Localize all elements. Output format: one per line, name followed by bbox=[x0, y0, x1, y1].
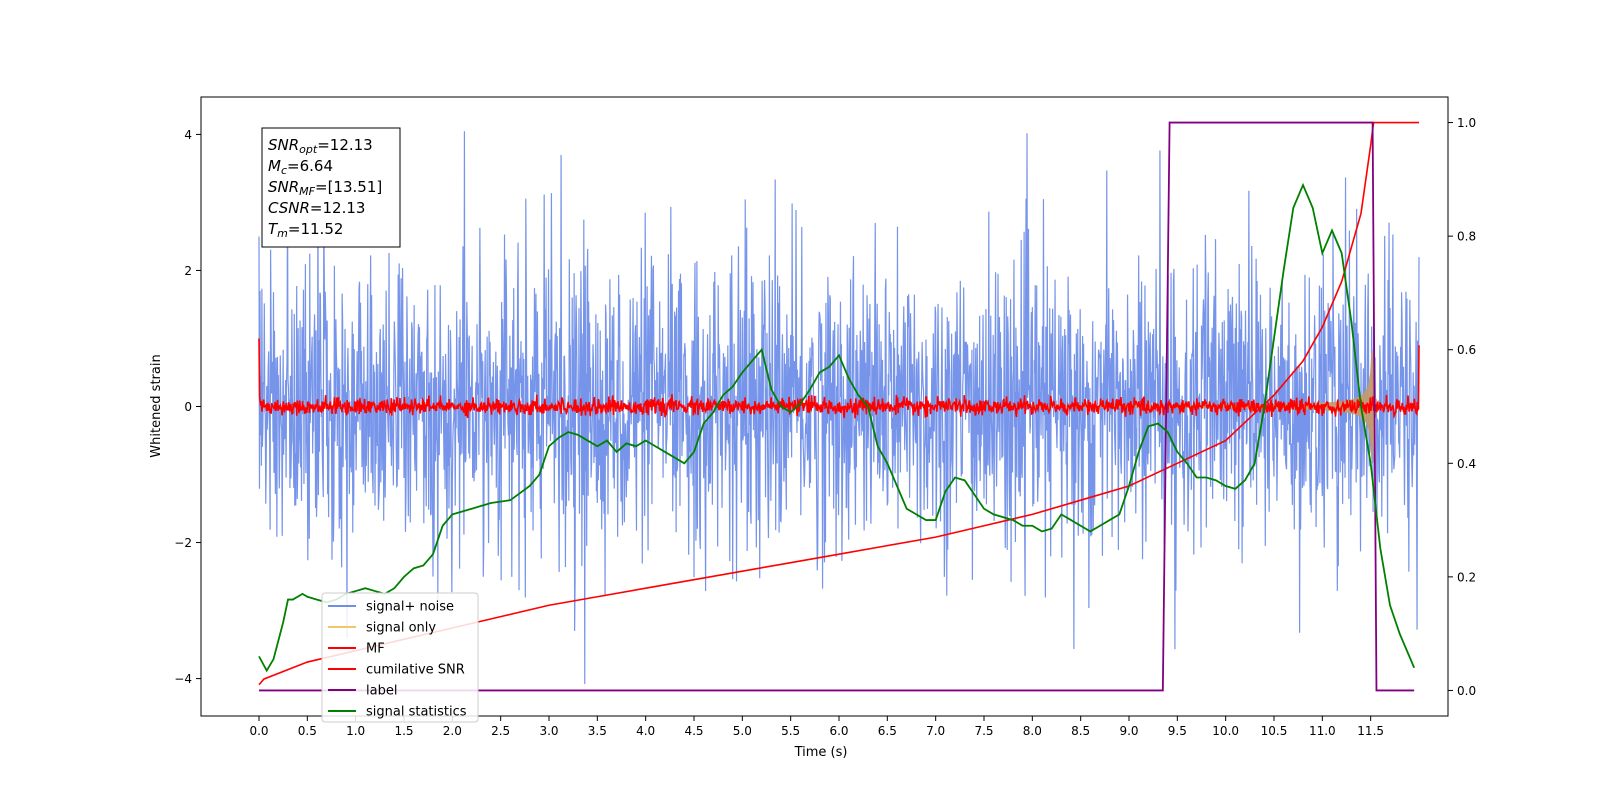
x-tick-label: 5.0 bbox=[733, 724, 752, 738]
x-tick-label: 6.0 bbox=[829, 724, 848, 738]
x-tick-label: 3.5 bbox=[588, 724, 607, 738]
x-tick-label: 3.0 bbox=[539, 724, 558, 738]
metrics-annotation-box: SNRopt=12.13Mc=6.64SNRMF=[13.51]CSNR=12.… bbox=[261, 127, 401, 248]
x-tick-label: 7.0 bbox=[926, 724, 945, 738]
legend: signal+ noise signal only MF cumilative SNR… bbox=[321, 592, 479, 723]
x-tick-label: 7.5 bbox=[974, 724, 993, 738]
y2-tick-label: 0.6 bbox=[1457, 343, 1476, 357]
y2-tick-label: 0.0 bbox=[1457, 684, 1476, 698]
x-tick-label: 1.0 bbox=[346, 724, 365, 738]
x-tick-label: 2.0 bbox=[443, 724, 462, 738]
legend-entry: cumilative SNR bbox=[366, 663, 465, 678]
annotation-line: SNRMF=[13.51] bbox=[268, 178, 382, 198]
legend-entry: signal+ noise bbox=[366, 600, 454, 615]
x-tick-label: 11.0 bbox=[1309, 724, 1336, 738]
y2-tick-label: 0.4 bbox=[1457, 457, 1476, 471]
legend-entry: label bbox=[366, 684, 397, 699]
series-label-line bbox=[259, 121, 1415, 692]
series-signal-noise-line bbox=[258, 131, 1420, 685]
legend-entry: signal statistics bbox=[366, 705, 467, 720]
annotation-line: Mc=6.64 bbox=[268, 157, 333, 177]
x-tick-label: 9.5 bbox=[1168, 724, 1187, 738]
x-tick-label: 1.5 bbox=[394, 724, 413, 738]
y-tick-label: −2 bbox=[174, 536, 192, 550]
series-mf-line bbox=[258, 338, 1420, 419]
x-tick-label: 10.5 bbox=[1261, 724, 1288, 738]
x-axis-label: Time (s) bbox=[794, 745, 848, 760]
x-tick-label: 8.5 bbox=[1071, 724, 1090, 738]
y2-tick-label: 0.8 bbox=[1457, 230, 1476, 244]
x-tick-label: 10.0 bbox=[1212, 724, 1239, 738]
y-tick-label: 0 bbox=[184, 400, 192, 414]
annotation-line: Tm=11.52 bbox=[268, 220, 343, 240]
y-tick-label: −4 bbox=[174, 672, 192, 686]
legend-entry: signal only bbox=[366, 621, 436, 636]
x-tick-label: 9.0 bbox=[1119, 724, 1138, 738]
x-tick-label: 4.5 bbox=[684, 724, 703, 738]
x-tick-label: 6.5 bbox=[878, 724, 897, 738]
x-tick-label: 5.5 bbox=[781, 724, 800, 738]
annotation-line: CSNR=12.13 bbox=[268, 199, 365, 217]
x-tick-label: 0.0 bbox=[249, 724, 268, 738]
series-signal-statistics-line bbox=[258, 182, 1415, 673]
annotation-line: SNRopt=12.13 bbox=[268, 136, 373, 156]
y-axis-label: Whitened strain bbox=[149, 354, 164, 457]
y-axis-left: 4 2 0 −2 −4 bbox=[174, 128, 201, 686]
y-tick-label: 2 bbox=[184, 264, 192, 278]
legend-entry: MF bbox=[366, 642, 385, 657]
y-tick-label: 4 bbox=[184, 128, 192, 142]
x-tick-label: 0.5 bbox=[298, 724, 317, 738]
x-axis: 0.0 0.5 1.0 1.5 2.0 2.5 3.0 3.5 4.0 4.5 5.0 5.5 6.0 6… bbox=[249, 716, 1384, 738]
y-axis-right: 1.0 0.8 0.6 0.4 0.2 0.0 bbox=[1448, 116, 1476, 698]
x-tick-label: 8.0 bbox=[1023, 724, 1042, 738]
y2-tick-label: 1.0 bbox=[1457, 116, 1476, 130]
x-tick-label: 2.5 bbox=[491, 724, 510, 738]
x-tick-label: 11.5 bbox=[1357, 724, 1384, 738]
x-tick-label: 4.0 bbox=[636, 724, 655, 738]
y2-tick-label: 0.2 bbox=[1457, 570, 1476, 584]
